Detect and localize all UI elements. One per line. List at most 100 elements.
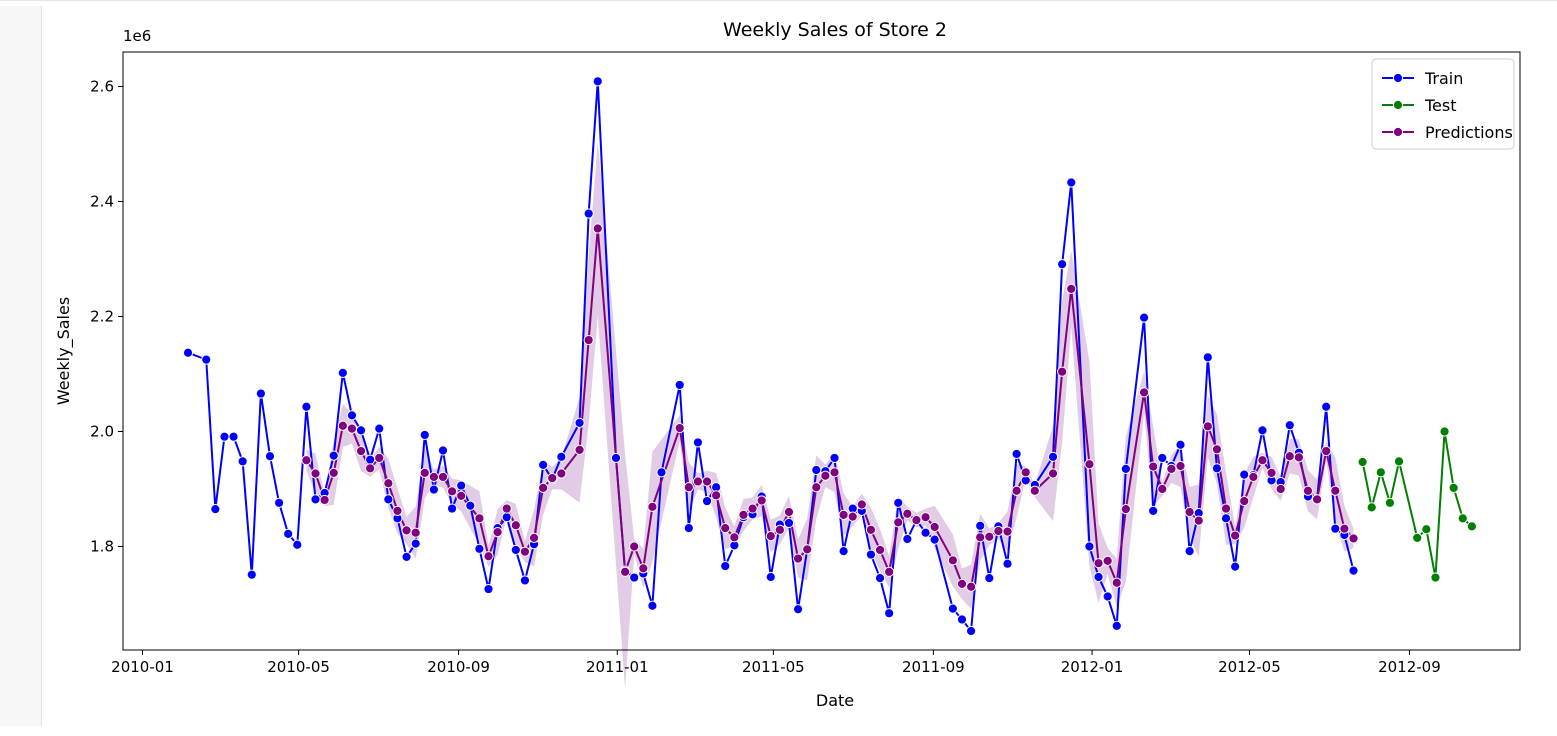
series-markers [182,76,1477,637]
train-point [811,464,822,476]
predictions-point [374,452,385,464]
train-point [902,533,913,545]
train-point [401,551,412,562]
train-point [838,546,849,557]
predictions-point [1157,483,1168,495]
predictions-point [792,553,804,564]
test-point [1366,502,1377,513]
legend-train-label: Train [1424,69,1463,88]
x-tick-label: 2011-09 [902,658,965,676]
train-point [1239,469,1250,480]
train-point [956,614,968,625]
train-point [674,379,685,391]
legend-box [1371,58,1515,150]
test-point [1393,456,1405,467]
predictions-point [1047,468,1059,479]
train-point [365,454,376,465]
train-point [720,560,731,572]
predictions-point [1348,533,1359,544]
y-tick-label: 1.8 [90,538,114,556]
predictions-point [1166,463,1177,474]
train-point [1047,451,1059,462]
test-point [1412,532,1423,543]
train-point [264,451,276,462]
train-point [383,494,394,505]
predictions-point [965,581,977,592]
predictions-point [1230,530,1241,541]
predictions-point [319,494,330,506]
test-point [1357,456,1368,468]
predictions-point [847,511,858,522]
predictions-point [419,467,430,478]
predictions-point [956,578,968,589]
train-point [337,367,348,378]
predictions-point [392,505,403,516]
predictions-point [838,509,849,520]
train-point [483,583,494,595]
predictions-point [874,544,886,556]
train-point [656,467,667,478]
train-point [865,549,877,560]
plot-frame [122,51,1521,651]
predictions-point [301,455,312,466]
predictions-point [1184,506,1195,518]
predictions-point [1321,445,1332,457]
predictions-point [856,499,867,510]
y-tick-label: 2.2 [90,308,114,326]
train-point [1084,541,1095,552]
predictions-point [747,503,758,514]
predictions-point [456,490,467,501]
train-point [474,543,485,554]
predictions-point [1311,494,1323,505]
predictions-point [638,563,649,574]
train-point [465,500,476,511]
y-tick-label: 2.6 [90,78,114,96]
train-point [765,571,776,583]
train-point [1102,591,1113,602]
train-point [510,544,521,556]
test-point [1421,524,1432,535]
train-point [629,572,640,583]
predictions-point [437,471,449,483]
predictions-point [1302,485,1314,496]
train-point [884,608,895,619]
train-point [929,534,940,545]
chart-title: Weekly Sales of Store 2 [723,19,947,41]
train-point [1175,439,1186,450]
predictions-point [410,527,421,538]
train-point [975,520,986,531]
legend: Train Test Predictions [1371,58,1515,150]
predictions-point [428,471,439,483]
test-point [1430,572,1441,583]
predictions-point [729,532,740,543]
predictions-point [1066,283,1077,294]
legend-predictions-label: Predictions [1425,123,1513,142]
predictions-point [829,467,840,478]
train-point [1348,565,1359,576]
train-point [273,497,285,508]
predictions-point [519,546,531,557]
predictions-point [574,444,585,455]
test-point [1384,497,1396,508]
predictions-point [920,512,931,523]
legend-test-label: Test [1424,96,1457,115]
predictions-point [802,544,813,555]
predictions-point [355,445,367,457]
x-tick-label: 2011-05 [742,658,805,676]
predictions-point [647,501,658,512]
predictions-point [1057,366,1068,377]
test-point [1466,521,1477,532]
train-point [210,504,221,515]
predictions-point [1102,555,1113,566]
predictions-point [1220,503,1232,514]
predictions-point [756,495,767,506]
train-point [419,429,430,441]
predictions-point [446,486,458,497]
predictions-point [993,525,1004,537]
train-point [501,512,512,523]
test-point [1448,482,1459,493]
predictions-point [619,566,631,577]
train-point [182,347,194,358]
train-point [255,388,266,399]
